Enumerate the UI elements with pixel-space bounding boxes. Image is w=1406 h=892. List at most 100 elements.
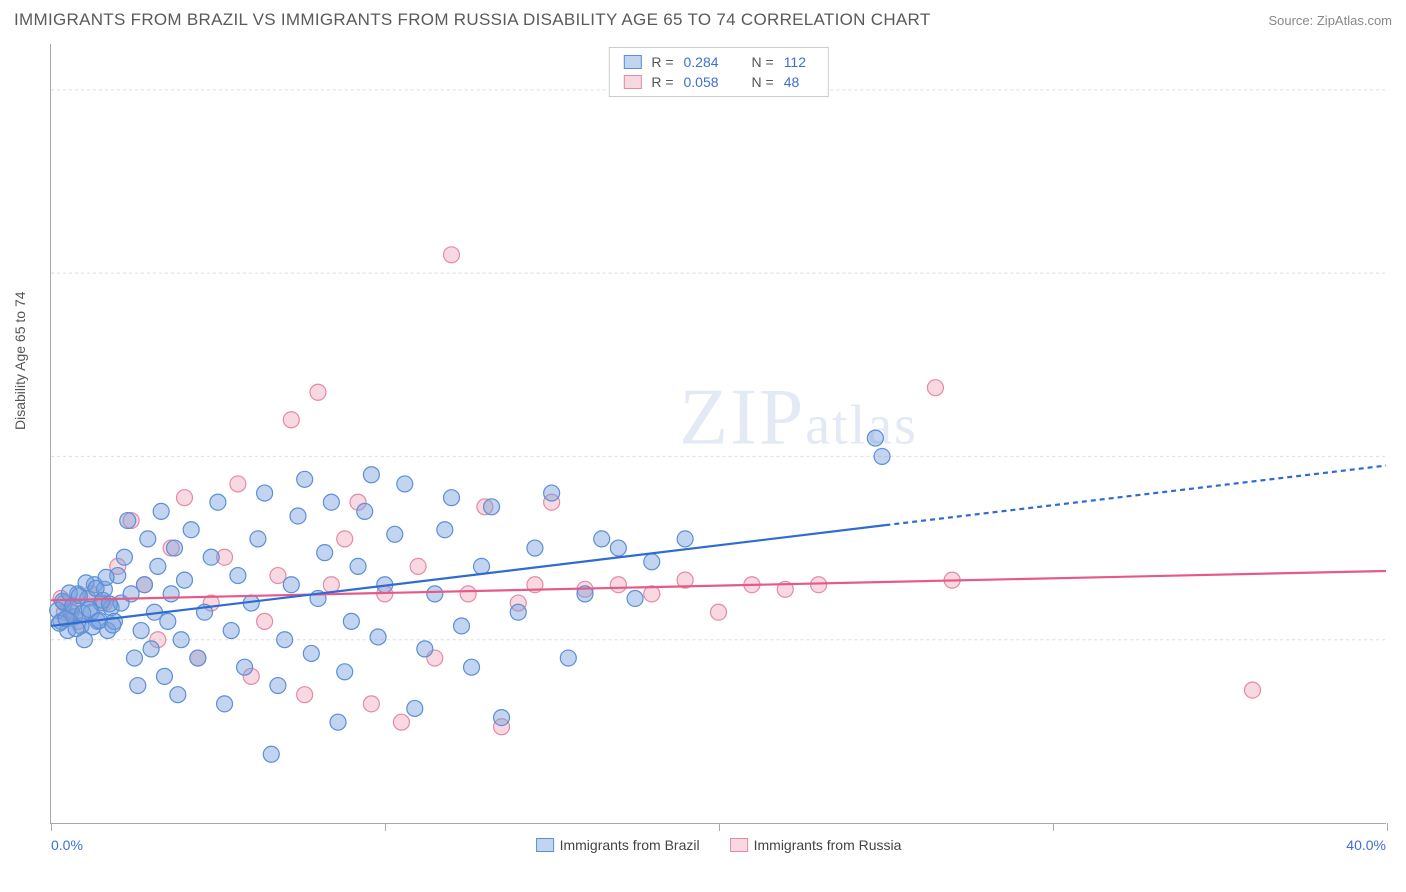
- data-point-brazil: [116, 549, 132, 565]
- data-point-brazil: [677, 531, 693, 547]
- y-axis-label: Disability Age 65 to 74: [12, 291, 28, 430]
- data-point-brazil: [444, 490, 460, 506]
- data-point-russia: [337, 531, 353, 547]
- data-point-brazil: [484, 499, 500, 515]
- n-value: 48: [784, 74, 814, 90]
- data-point-russia: [177, 490, 193, 506]
- data-point-brazil: [337, 664, 353, 680]
- y-tick-label: 40.0%: [1391, 449, 1406, 465]
- data-point-brazil: [183, 522, 199, 538]
- plot-area: ZIPatlas 20.0%40.0%60.0%80.0% R =0.284N …: [50, 44, 1386, 824]
- data-point-brazil: [163, 586, 179, 602]
- y-tick-label: 80.0%: [1391, 82, 1406, 98]
- chart-svg: [51, 44, 1386, 823]
- data-point-brazil: [270, 678, 286, 694]
- data-point-brazil: [133, 623, 149, 639]
- data-point-brazil: [263, 746, 279, 762]
- x-axis-max-label: 40.0%: [1346, 837, 1386, 853]
- title-bar: IMMIGRANTS FROM BRAZIL VS IMMIGRANTS FRO…: [14, 10, 1392, 30]
- legend-series: Immigrants from Brazil Immigrants from Ru…: [536, 837, 902, 853]
- data-point-brazil: [143, 641, 159, 657]
- data-point-brazil: [303, 645, 319, 661]
- n-value: 112: [784, 54, 814, 70]
- data-point-brazil: [136, 577, 152, 593]
- source-label: Source: ZipAtlas.com: [1268, 13, 1392, 28]
- data-point-brazil: [120, 513, 136, 529]
- data-point-brazil: [217, 696, 233, 712]
- data-point-brazil: [510, 604, 526, 620]
- data-point-russia: [363, 696, 379, 712]
- data-point-brazil: [527, 540, 543, 556]
- data-point-russia: [310, 384, 326, 400]
- n-label: N =: [752, 74, 774, 90]
- data-point-brazil: [323, 494, 339, 510]
- data-point-brazil: [166, 540, 182, 556]
- data-point-brazil: [454, 618, 470, 634]
- legend-label-brazil: Immigrants from Brazil: [560, 837, 700, 853]
- legend-stats-row-russia: R = 0.058 N = 48: [623, 72, 813, 92]
- data-point-brazil: [177, 572, 193, 588]
- r-value: 0.284: [684, 54, 732, 70]
- data-point-russia: [811, 577, 827, 593]
- data-point-brazil: [250, 531, 266, 547]
- data-point-brazil: [317, 545, 333, 561]
- data-point-brazil: [170, 687, 186, 703]
- data-point-brazil: [644, 554, 660, 570]
- data-point-brazil: [230, 568, 246, 584]
- x-tick: [1053, 823, 1054, 831]
- r-label: R =: [651, 74, 673, 90]
- data-point-brazil: [290, 508, 306, 524]
- x-tick: [385, 823, 386, 831]
- data-point-brazil: [417, 641, 433, 657]
- data-point-brazil: [203, 549, 219, 565]
- data-point-brazil: [474, 558, 490, 574]
- data-point-brazil: [297, 471, 313, 487]
- legend-swatch-brazil: [536, 838, 554, 852]
- data-point-brazil: [387, 526, 403, 542]
- data-point-brazil: [156, 668, 172, 684]
- data-point-brazil: [437, 522, 453, 538]
- legend-swatch-russia: [623, 75, 641, 89]
- legend-item-russia: Immigrants from Russia: [730, 837, 902, 853]
- x-tick: [1387, 823, 1388, 831]
- data-point-brazil: [153, 503, 169, 519]
- y-tick-label: 20.0%: [1391, 632, 1406, 648]
- data-point-brazil: [330, 714, 346, 730]
- data-point-brazil: [150, 558, 166, 574]
- chart-title: IMMIGRANTS FROM BRAZIL VS IMMIGRANTS FRO…: [14, 10, 931, 30]
- trend-line-russia: [51, 571, 1386, 600]
- data-point-russia: [444, 247, 460, 263]
- legend-label-russia: Immigrants from Russia: [754, 837, 902, 853]
- data-point-brazil: [560, 650, 576, 666]
- x-tick: [51, 823, 52, 831]
- data-point-russia: [230, 476, 246, 492]
- data-point-brazil: [140, 531, 156, 547]
- data-point-russia: [927, 380, 943, 396]
- r-value: 0.058: [684, 74, 732, 90]
- data-point-russia: [1245, 682, 1261, 698]
- data-point-brazil: [357, 503, 373, 519]
- data-point-brazil: [130, 678, 146, 694]
- data-point-brazil: [257, 485, 273, 501]
- trend-line-brazil-ext: [885, 466, 1386, 526]
- data-point-brazil: [627, 590, 643, 606]
- legend-stats: R = 0.284 N = 112 R = 0.058 N = 48: [608, 47, 828, 97]
- data-point-brazil: [544, 485, 560, 501]
- data-point-brazil: [494, 710, 510, 726]
- data-point-russia: [460, 586, 476, 602]
- data-point-brazil: [98, 569, 114, 585]
- data-point-russia: [410, 558, 426, 574]
- data-point-brazil: [427, 586, 443, 602]
- legend-stats-row-brazil: R = 0.284 N = 112: [623, 52, 813, 72]
- y-tick-label: 60.0%: [1391, 265, 1406, 281]
- data-point-brazil: [126, 650, 142, 666]
- data-point-brazil: [350, 558, 366, 574]
- data-point-brazil: [173, 632, 189, 648]
- r-label: R =: [651, 54, 673, 70]
- data-point-brazil: [237, 659, 253, 675]
- legend-item-brazil: Immigrants from Brazil: [536, 837, 700, 853]
- data-point-brazil: [407, 700, 423, 716]
- n-label: N =: [752, 54, 774, 70]
- data-point-brazil: [223, 623, 239, 639]
- data-point-russia: [283, 412, 299, 428]
